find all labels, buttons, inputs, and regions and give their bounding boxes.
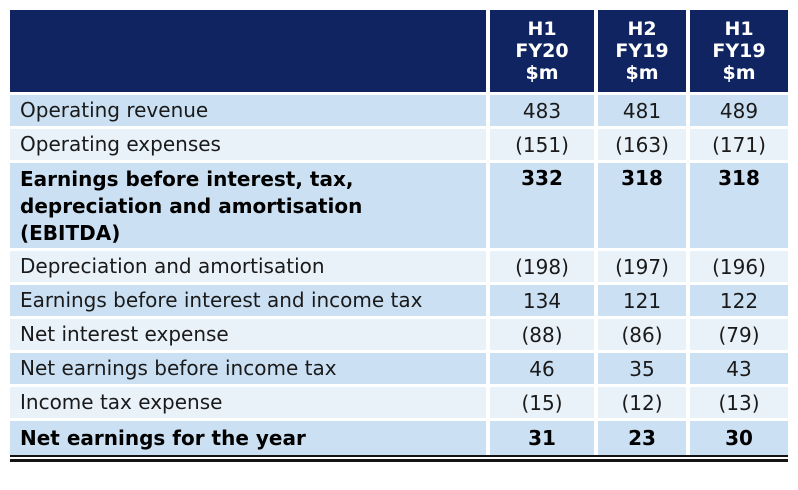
row-label: Operating expenses <box>10 129 490 163</box>
value-cell: 43 <box>690 353 788 387</box>
column-header-h1-fy19: H1 FY19 $m <box>690 10 788 95</box>
value-cell: (196) <box>690 251 788 285</box>
column-header-h1-fy20: H1 FY20 $m <box>490 10 598 95</box>
value-cell: (12) <box>598 387 690 421</box>
value-cell: 318 <box>598 163 690 251</box>
header-row: H1 FY20 $m H2 FY19 $m H1 FY19 $m <box>10 10 788 95</box>
row-label: Earnings before interest and income tax <box>10 285 490 319</box>
value-cell: 31 <box>490 421 598 455</box>
value-cell: (79) <box>690 319 788 353</box>
empty-corner-header <box>10 10 490 95</box>
row-label: Operating revenue <box>10 95 490 129</box>
row-label: Depreciation and amortisation <box>10 251 490 285</box>
column-header-h2-fy19: H2 FY19 $m <box>598 10 690 95</box>
row-label: Income tax expense <box>10 387 490 421</box>
value-cell: 134 <box>490 285 598 319</box>
value-cell: (198) <box>490 251 598 285</box>
financial-results-table: H1 FY20 $m H2 FY19 $m H1 FY19 $m Operati… <box>10 10 788 457</box>
value-cell: 332 <box>490 163 598 251</box>
row-label: Earnings before interest, tax, depreciat… <box>10 163 490 251</box>
value-cell: 318 <box>690 163 788 251</box>
value-cell: (15) <box>490 387 598 421</box>
row-label: Net earnings before income tax <box>10 353 490 387</box>
table-row-ebitda: Earnings before interest, tax, depreciat… <box>10 163 788 251</box>
value-cell: (13) <box>690 387 788 421</box>
value-cell: 489 <box>690 95 788 129</box>
financial-results-table-container: H1 FY20 $m H2 FY19 $m H1 FY19 $m Operati… <box>10 10 788 462</box>
table-row-ebit: Earnings before interest and income tax … <box>10 285 788 319</box>
row-label: Net interest expense <box>10 319 490 353</box>
value-cell: 121 <box>598 285 690 319</box>
table-row-operating-revenue: Operating revenue 483 481 489 <box>10 95 788 129</box>
value-cell: (86) <box>598 319 690 353</box>
value-cell: (171) <box>690 129 788 163</box>
table-row-net-earnings-before-tax: Net earnings before income tax 46 35 43 <box>10 353 788 387</box>
value-cell: 46 <box>490 353 598 387</box>
value-cell: 30 <box>690 421 788 455</box>
table-row-operating-expenses: Operating expenses (151) (163) (171) <box>10 129 788 163</box>
value-cell: (151) <box>490 129 598 163</box>
value-cell: 23 <box>598 421 690 455</box>
value-cell: 481 <box>598 95 690 129</box>
row-label: Net earnings for the year <box>10 421 490 455</box>
value-cell: (163) <box>598 129 690 163</box>
table-header: H1 FY20 $m H2 FY19 $m H1 FY19 $m <box>10 10 788 95</box>
value-cell: (88) <box>490 319 598 353</box>
value-cell: 483 <box>490 95 598 129</box>
table-body: Operating revenue 483 481 489 Operating … <box>10 95 788 455</box>
value-cell: (197) <box>598 251 690 285</box>
value-cell: 35 <box>598 353 690 387</box>
value-cell: 122 <box>690 285 788 319</box>
table-row-net-earnings-for-year: Net earnings for the year 31 23 30 <box>10 421 788 455</box>
table-row-depreciation-amortisation: Depreciation and amortisation (198) (197… <box>10 251 788 285</box>
table-row-net-interest-expense: Net interest expense (88) (86) (79) <box>10 319 788 353</box>
table-row-income-tax-expense: Income tax expense (15) (12) (13) <box>10 387 788 421</box>
